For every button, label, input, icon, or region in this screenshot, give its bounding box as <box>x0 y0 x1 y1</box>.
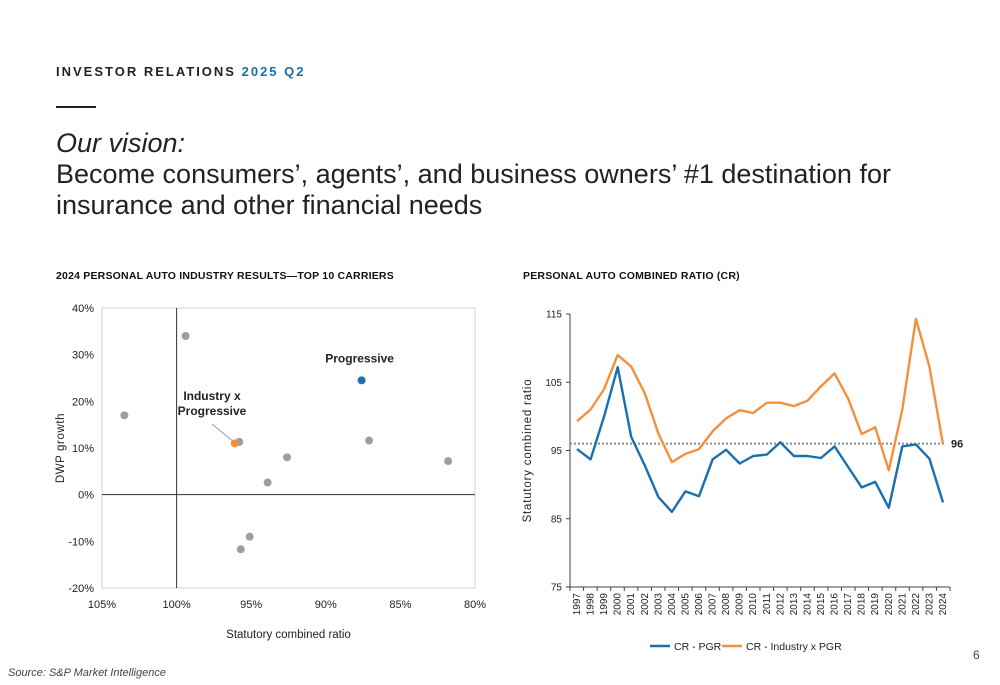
carrier-point <box>444 457 453 466</box>
scatter-y-tick-label: -10% <box>68 536 94 548</box>
line-x-tick-label: 2012 <box>775 593 786 616</box>
industry-point <box>230 439 239 448</box>
scatter-x-tick-label: 105% <box>88 599 116 611</box>
carrier-point <box>236 545 245 554</box>
scatter-y-tick-label: 0% <box>78 490 94 502</box>
scatter-chart-title: 2024 PERSONAL AUTO INDUSTRY RESULTS—TOP … <box>56 270 394 282</box>
line-x-tick-label: 2013 <box>789 593 800 616</box>
line-x-tick-label: 2001 <box>626 593 637 616</box>
header-divider <box>56 106 96 108</box>
line-x-tick-label: 2019 <box>870 593 881 616</box>
reference-line-label: 96 <box>951 439 963 451</box>
line-y-tick-label: 75 <box>551 583 563 594</box>
series-line-cr-industry <box>576 317 945 472</box>
scatter-y-tick-label: 10% <box>72 443 94 455</box>
scatter-x-tick-label: 80% <box>464 599 486 611</box>
industry-label-line2: Progressive <box>178 404 247 418</box>
line-x-tick-label: 2010 <box>748 593 759 616</box>
line-x-tick-label: 2005 <box>680 593 691 616</box>
title-body: Become consumers’, agents’, and business… <box>56 159 891 220</box>
scatter-y-tick-label: 30% <box>72 350 94 362</box>
legend-label-cr-pgr: CR - PGR <box>674 641 722 653</box>
series-line-cr-pgr <box>576 366 945 514</box>
carrier-point <box>263 478 272 487</box>
scatter-y-axis-label: DWP growth <box>55 413 67 483</box>
line-x-tick-label: 1999 <box>599 593 610 616</box>
header-period: 2025 Q2 <box>241 64 306 79</box>
line-x-tick-label: 2004 <box>667 593 678 616</box>
carrier-point <box>181 332 190 340</box>
progressive-point <box>357 376 366 385</box>
line-x-tick-label: 2006 <box>694 593 705 616</box>
line-x-tick-label: 2015 <box>816 593 827 616</box>
line-x-tick-label: 2024 <box>938 593 949 616</box>
page-title: Our vision: Become consumers’, agents’, … <box>56 128 956 221</box>
line-y-tick-label: 95 <box>551 446 563 457</box>
scatter-y-tick-label: 20% <box>72 396 94 408</box>
title-vision: Our vision: <box>56 128 186 158</box>
scatter-x-tick-label: 95% <box>240 599 262 611</box>
scatter-plot-border <box>101 307 476 589</box>
progressive-label: Progressive <box>325 351 394 365</box>
line-y-tick-label: 105 <box>545 378 562 389</box>
scatter-x-tick-label: 100% <box>163 599 191 611</box>
industry-annotation-leader <box>211 423 233 441</box>
line-y-tick-label: 115 <box>546 310 562 321</box>
source-note: Source: S&P Market Intelligence <box>8 667 166 679</box>
line-x-tick-label: 2008 <box>721 593 732 616</box>
header-label: INVESTOR RELATIONS <box>56 64 236 79</box>
line-y-axis-label: Statutory combined ratio <box>522 379 534 523</box>
line-x-tick-label: 1997 <box>572 593 583 616</box>
scatter-x-tick-label: 85% <box>389 599 411 611</box>
line-x-tick-label: 2016 <box>830 593 841 616</box>
carrier-point <box>283 453 292 462</box>
line-x-tick-label: 2000 <box>613 593 624 616</box>
line-x-tick-label: 2007 <box>708 593 719 616</box>
scatter-x-tick-label: 90% <box>315 599 337 611</box>
line-x-tick-label: 2023 <box>924 593 935 616</box>
line-x-tick-label: 2017 <box>843 593 854 616</box>
line-x-tick-label: 2022 <box>911 593 922 616</box>
section-header: INVESTOR RELATIONS 2025 Q2 <box>56 64 305 79</box>
line-x-tick-label: 2011 <box>762 593 773 615</box>
line-x-tick-label: 2009 <box>735 593 746 616</box>
line-x-tick-label: 2014 <box>802 593 813 616</box>
industry-label-line1: Industry x <box>183 389 241 403</box>
carrier-point <box>120 411 129 420</box>
line-x-tick-label: 1998 <box>586 593 597 616</box>
scatter-x-axis-label: Statutory combined ratio <box>226 629 351 641</box>
carrier-point <box>245 532 254 541</box>
line-x-tick-label: 2003 <box>653 593 664 616</box>
scatter-y-tick-label: -20% <box>68 583 94 595</box>
page-number: 6 <box>973 648 980 662</box>
scatter-y-tick-label: 40% <box>72 303 94 315</box>
line-x-tick-label: 2018 <box>857 593 868 616</box>
line-x-tick-label: 2002 <box>640 593 651 616</box>
line-y-tick-label: 85 <box>551 514 563 525</box>
legend-label-cr-industry: CR - Industry x PGR <box>746 641 842 653</box>
line-chart-title: PERSONAL AUTO COMBINED RATIO (CR) <box>523 270 740 282</box>
line-x-tick-label: 2021 <box>897 593 908 616</box>
carrier-point <box>365 436 374 445</box>
line-x-tick-label: 2020 <box>884 593 895 616</box>
